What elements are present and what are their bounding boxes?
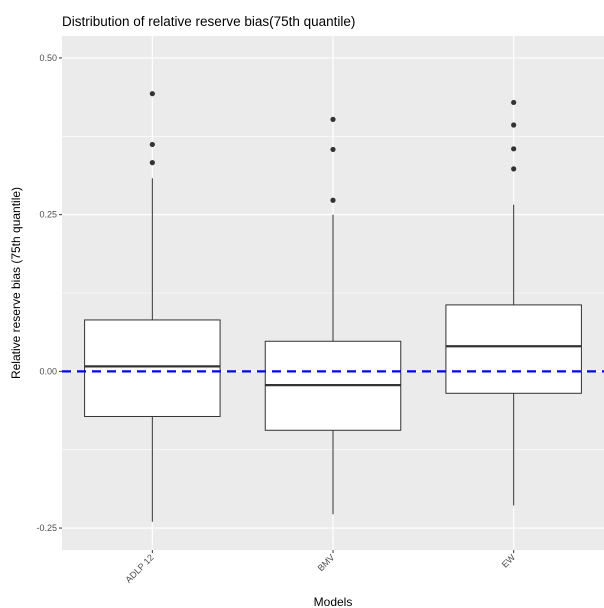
y-axis-title: Relative reserve bias (75th quantile): [9, 187, 23, 379]
x-tick-label: ADLP 12: [123, 552, 155, 584]
outlier-point: [149, 160, 155, 166]
y-axis-ticks: -0.25 0.00 0.25 0.50: [36, 53, 62, 533]
box-bmv: [264, 116, 402, 515]
y-tick-label: -0.25: [36, 523, 57, 533]
outlier-point: [330, 116, 336, 122]
outlier-point: [149, 91, 155, 97]
outlier-point: [330, 146, 336, 153]
outlier-point: [511, 122, 517, 128]
outlier-point: [511, 99, 517, 106]
outlier-point: [511, 166, 517, 172]
chart-title: Distribution of relative reserve bias(75…: [62, 14, 355, 29]
x-tick-label: EW: [500, 552, 518, 570]
outlier-point: [330, 197, 336, 203]
x-axis-title: Models: [314, 595, 353, 608]
box-body: [445, 304, 582, 394]
box-body: [84, 319, 221, 417]
x-axis-ticks: ADLP 12 BMV EW: [123, 550, 517, 585]
x-tick-label: BMV: [316, 552, 337, 573]
y-tick-label: 0.50: [39, 53, 57, 63]
y-tick-label: 0.00: [39, 366, 57, 376]
box-ew: [445, 99, 582, 506]
boxes-group: [84, 91, 582, 522]
outlier-point: [149, 141, 155, 148]
outlier-point: [511, 146, 517, 152]
y-tick-label: 0.25: [39, 210, 57, 220]
box-adlp-12: [84, 91, 221, 522]
